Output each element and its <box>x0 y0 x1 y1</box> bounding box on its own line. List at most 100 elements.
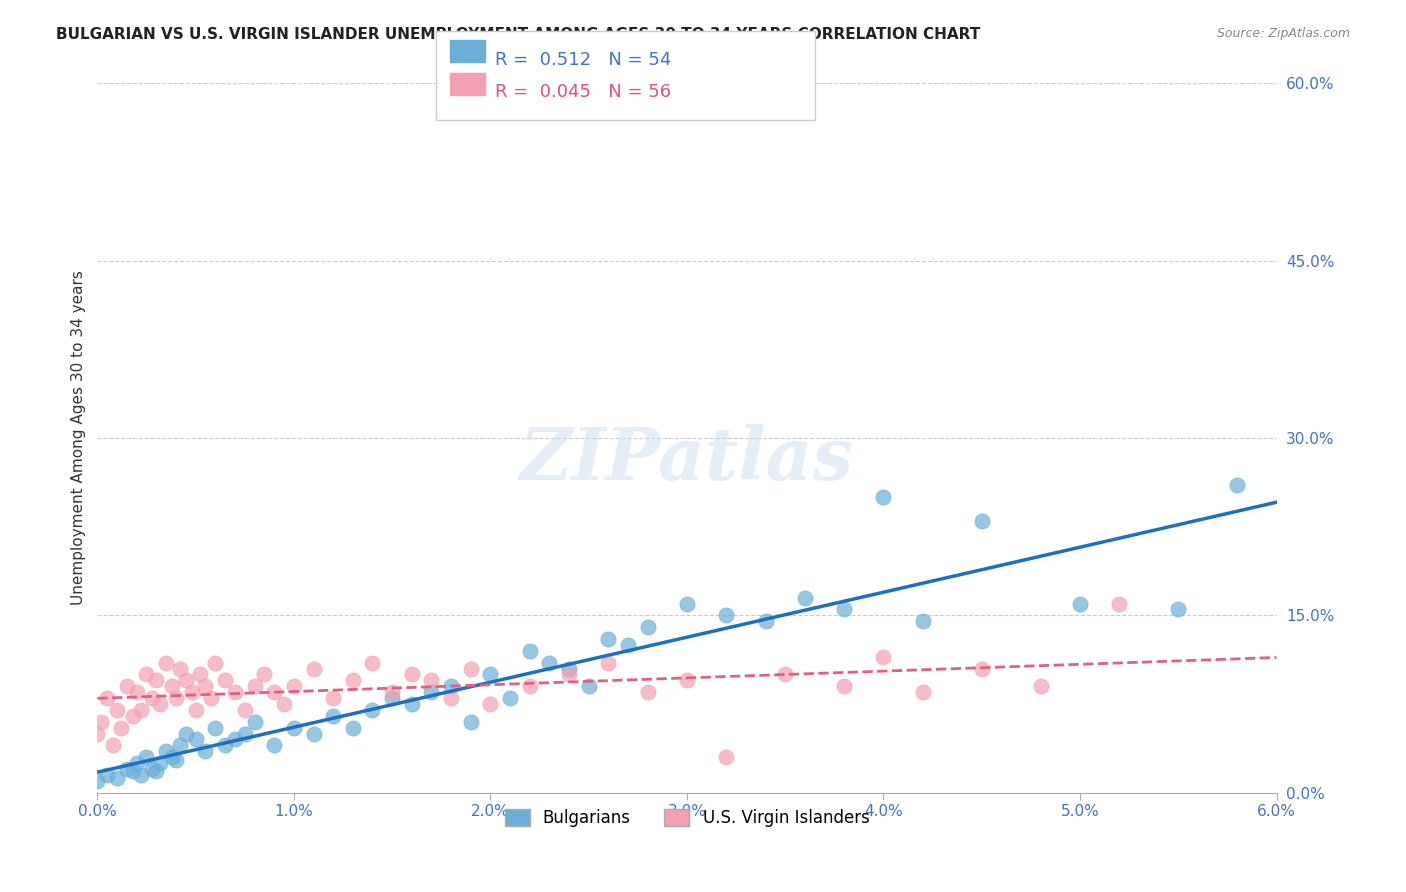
Point <box>342 721 364 735</box>
Y-axis label: Unemployment Among Ages 30 to 34 years: Unemployment Among Ages 30 to 34 years <box>72 270 86 606</box>
Point <box>263 739 285 753</box>
Point <box>86 726 108 740</box>
Point <box>155 744 177 758</box>
Point <box>204 656 226 670</box>
Point <box>716 750 738 764</box>
Point <box>204 721 226 735</box>
Point <box>194 744 217 758</box>
Point <box>283 721 305 735</box>
Point <box>598 632 620 646</box>
Point <box>135 750 157 764</box>
Point <box>832 602 855 616</box>
Point <box>149 697 172 711</box>
Point <box>1226 478 1249 492</box>
Point <box>538 656 561 670</box>
Point <box>381 691 404 706</box>
Point <box>420 685 443 699</box>
Point <box>637 620 659 634</box>
Point <box>322 708 344 723</box>
Point <box>911 614 934 628</box>
Point <box>121 764 143 779</box>
Point <box>832 679 855 693</box>
Point <box>676 673 699 688</box>
Point <box>141 691 163 706</box>
Point <box>420 673 443 688</box>
Point <box>253 667 276 681</box>
Point <box>558 661 581 675</box>
Point <box>793 591 815 605</box>
Point <box>479 697 502 711</box>
Point <box>96 768 118 782</box>
Point <box>302 661 325 675</box>
Point <box>160 679 183 693</box>
Text: R =  0.045   N = 56: R = 0.045 N = 56 <box>495 83 671 101</box>
Point <box>121 708 143 723</box>
Point <box>617 638 640 652</box>
Point <box>401 667 423 681</box>
Point <box>214 673 236 688</box>
Point <box>342 673 364 688</box>
Point <box>96 691 118 706</box>
Point <box>479 667 502 681</box>
Point <box>233 703 256 717</box>
Point <box>361 656 384 670</box>
Point <box>160 750 183 764</box>
Point <box>184 703 207 717</box>
Point <box>578 679 600 693</box>
Point <box>598 656 620 670</box>
Point <box>224 732 246 747</box>
Point <box>460 714 482 729</box>
Point <box>872 649 894 664</box>
Point <box>243 714 266 729</box>
Point <box>519 679 541 693</box>
Point <box>165 753 187 767</box>
Point <box>322 691 344 706</box>
Point <box>194 679 217 693</box>
Point <box>637 685 659 699</box>
Point <box>149 756 172 770</box>
Point <box>1167 602 1189 616</box>
Point <box>243 679 266 693</box>
Point <box>165 691 187 706</box>
Point <box>200 691 222 706</box>
Point <box>302 726 325 740</box>
Point <box>401 697 423 711</box>
Point <box>180 685 202 699</box>
Point <box>115 679 138 693</box>
Point <box>169 661 191 675</box>
Point <box>125 685 148 699</box>
Point <box>381 685 404 699</box>
Point <box>110 721 132 735</box>
Legend: Bulgarians, U.S. Virgin Islanders: Bulgarians, U.S. Virgin Islanders <box>498 803 876 834</box>
Point <box>273 697 295 711</box>
Point <box>773 667 796 681</box>
Point <box>970 514 993 528</box>
Point <box>440 679 463 693</box>
Point <box>263 685 285 699</box>
Point <box>135 667 157 681</box>
Point <box>361 703 384 717</box>
Point <box>214 739 236 753</box>
Point <box>184 732 207 747</box>
Point <box>499 691 522 706</box>
Point <box>911 685 934 699</box>
Point <box>1069 597 1091 611</box>
Point <box>233 726 256 740</box>
Point <box>440 691 463 706</box>
Point <box>970 661 993 675</box>
Point <box>174 726 197 740</box>
Point <box>145 764 167 779</box>
Point <box>145 673 167 688</box>
Point <box>105 772 128 786</box>
Point <box>460 661 482 675</box>
Point <box>129 768 152 782</box>
Point <box>558 667 581 681</box>
Point <box>224 685 246 699</box>
Point <box>125 756 148 770</box>
Point <box>105 703 128 717</box>
Point <box>141 762 163 776</box>
Point <box>129 703 152 717</box>
Point <box>174 673 197 688</box>
Point <box>1029 679 1052 693</box>
Point <box>283 679 305 693</box>
